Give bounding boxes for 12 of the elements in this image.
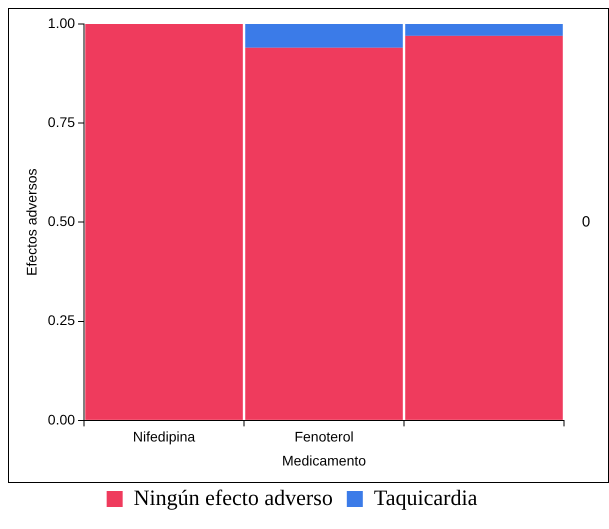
y-axis-title: Efectos adversos <box>23 168 40 276</box>
x-tick-label: Nifedipina <box>132 428 196 445</box>
x-tick-label: Fenoterol <box>294 428 354 445</box>
y-tick-label: 0.75 <box>48 114 76 130</box>
x-axis-title: Medicamento <box>282 452 366 468</box>
y-tick-label: 1.00 <box>48 14 76 31</box>
y-tick-label: 0.50 <box>48 213 76 230</box>
legend-label: Taquicardia <box>374 484 478 510</box>
y-tick-label: 0.25 <box>48 312 76 328</box>
y-tick-label: 0.00 <box>48 411 76 428</box>
legend-label: Ningún efecto adverso <box>134 484 333 510</box>
text: 0 <box>582 213 590 230</box>
